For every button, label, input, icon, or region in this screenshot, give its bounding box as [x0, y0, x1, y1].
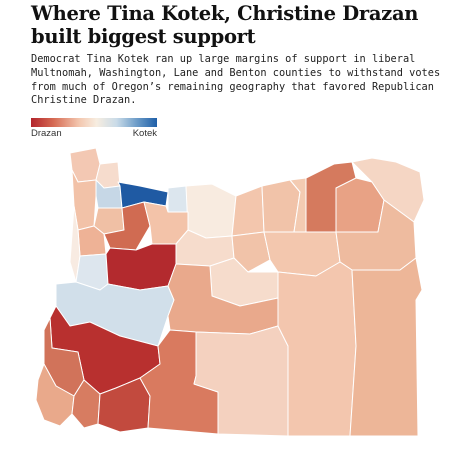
- county-wasco: [185, 183, 237, 239]
- legend-gradient-bar: [31, 118, 157, 127]
- county-hood-river: [167, 185, 189, 213]
- legend-label-drazan: Drazan: [31, 128, 62, 139]
- legend-labels: Drazan Kotek: [31, 128, 157, 140]
- county-layer: [35, 147, 425, 437]
- county-wallowa: [351, 157, 425, 223]
- county-gilliam: [261, 179, 301, 233]
- page-title: Where Tina Kotek, Christine Drazan built…: [31, 2, 419, 48]
- description-text: Democrat Tina Kotek ran up large margins…: [31, 53, 441, 107]
- county-wheeler: [231, 231, 271, 273]
- county-linn: [105, 243, 177, 291]
- county-harney: [277, 261, 357, 437]
- county-lake: [193, 325, 289, 437]
- legend-label-kotek: Kotek: [132, 128, 157, 139]
- county-sherman: [231, 185, 265, 237]
- color-legend: Drazan Kotek: [31, 118, 157, 140]
- county-malheur: [349, 257, 423, 437]
